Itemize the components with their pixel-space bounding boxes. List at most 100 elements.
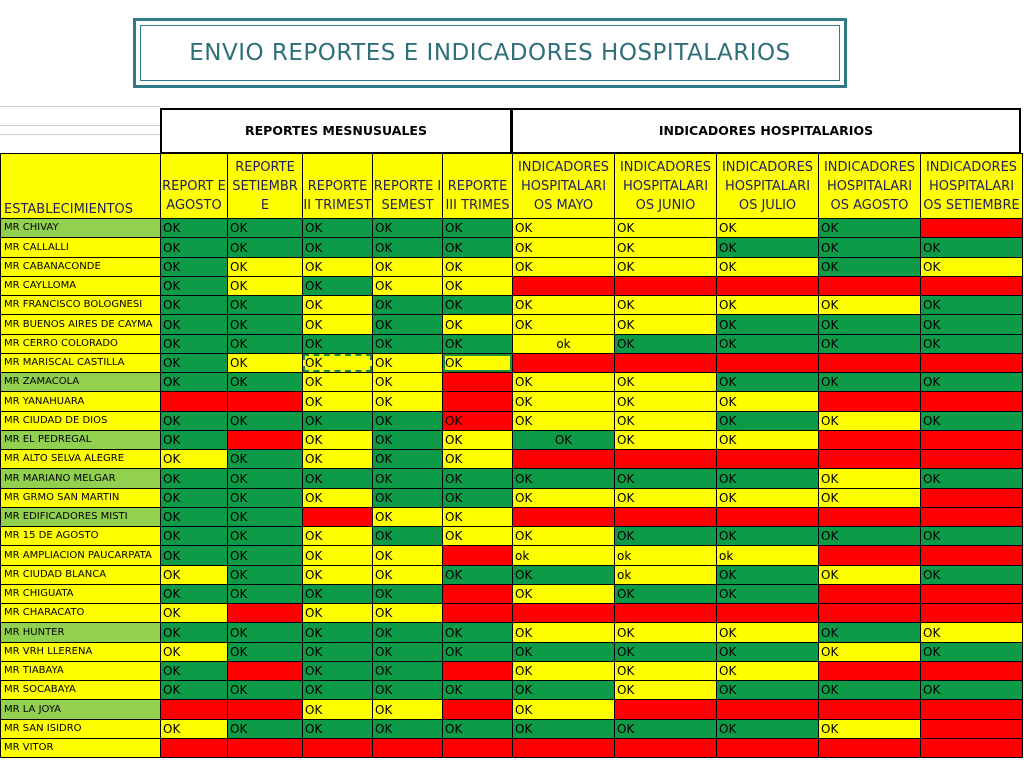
status-cell[interactable]: OK — [160, 334, 228, 354]
status-cell[interactable]: OK — [227, 584, 303, 604]
establishment-name[interactable]: MR GRMO SAN MARTIN — [0, 488, 161, 508]
status-cell[interactable]: OK — [512, 411, 615, 431]
status-cell[interactable]: OK — [442, 680, 513, 700]
status-cell[interactable] — [920, 738, 1023, 758]
status-cell[interactable]: OK — [442, 622, 513, 643]
status-cell[interactable]: OK — [372, 372, 443, 392]
status-cell[interactable] — [818, 738, 921, 758]
status-cell[interactable] — [160, 391, 228, 412]
status-cell[interactable] — [920, 545, 1023, 566]
status-cell[interactable]: OK — [160, 719, 228, 739]
status-cell[interactable] — [442, 699, 513, 720]
status-cell[interactable]: OK — [227, 237, 303, 258]
status-cell[interactable]: OK — [716, 295, 819, 315]
status-cell[interactable]: OK — [442, 430, 513, 450]
status-cell[interactable]: OK — [716, 334, 819, 354]
status-cell[interactable] — [920, 430, 1023, 450]
status-cell[interactable] — [442, 738, 513, 758]
establishment-name[interactable]: MR EL PEDREGAL — [0, 430, 161, 450]
status-cell[interactable]: OK — [512, 719, 615, 739]
status-cell[interactable]: OK — [716, 661, 819, 681]
status-cell[interactable]: OK — [302, 642, 373, 662]
status-cell[interactable]: OK — [227, 507, 303, 527]
status-cell[interactable]: OK — [160, 295, 228, 315]
status-cell[interactable] — [614, 738, 717, 758]
status-cell[interactable]: OK — [614, 622, 717, 643]
status-cell[interactable]: OK — [442, 257, 513, 277]
status-cell[interactable]: OK — [302, 257, 373, 277]
status-cell[interactable]: OK — [302, 449, 373, 469]
status-cell[interactable]: OK — [614, 334, 717, 354]
status-cell[interactable]: OK — [227, 545, 303, 566]
status-cell[interactable]: OK — [920, 257, 1023, 277]
status-cell[interactable]: OK — [512, 565, 615, 585]
status-cell[interactable] — [442, 545, 513, 566]
status-cell[interactable] — [716, 449, 819, 469]
status-cell[interactable]: OK — [160, 642, 228, 662]
status-cell[interactable]: OK — [227, 642, 303, 662]
status-cell[interactable] — [920, 507, 1023, 527]
status-cell[interactable]: OK — [716, 257, 819, 277]
status-cell[interactable]: OK — [614, 526, 717, 546]
status-cell[interactable]: OK — [372, 257, 443, 277]
establishment-name[interactable]: MR CALLALLI — [0, 237, 161, 258]
status-cell[interactable]: OK — [512, 488, 615, 508]
status-cell[interactable]: OK — [818, 468, 921, 489]
status-cell[interactable]: OK — [512, 680, 615, 700]
status-cell[interactable]: OK — [920, 565, 1023, 585]
establishment-name[interactable]: MR CHIVAY — [0, 218, 161, 238]
status-cell[interactable]: OK — [372, 699, 443, 720]
status-cell[interactable]: OK — [512, 430, 615, 450]
status-cell[interactable]: OK — [302, 526, 373, 546]
status-cell[interactable]: OK — [302, 680, 373, 700]
status-cell[interactable]: OK — [227, 680, 303, 700]
status-cell[interactable]: OK — [302, 488, 373, 508]
status-cell[interactable]: OK — [716, 565, 819, 585]
status-cell[interactable] — [920, 699, 1023, 720]
status-cell[interactable]: OK — [372, 449, 443, 469]
status-cell[interactable] — [614, 276, 717, 296]
status-cell[interactable]: OK — [818, 488, 921, 508]
establishment-name[interactable]: MR HUNTER — [0, 622, 161, 643]
establishment-name[interactable]: MR MARISCAL CASTILLA — [0, 353, 161, 373]
status-cell[interactable]: OK — [160, 488, 228, 508]
status-cell[interactable]: OK — [716, 488, 819, 508]
status-cell[interactable]: OK — [716, 584, 819, 604]
status-cell[interactable]: OK — [227, 488, 303, 508]
status-cell[interactable]: OK — [614, 295, 717, 315]
status-cell[interactable]: OK — [818, 680, 921, 700]
status-cell[interactable]: OK — [512, 314, 615, 335]
status-cell[interactable]: OK — [302, 468, 373, 489]
status-cell[interactable] — [442, 391, 513, 412]
status-cell[interactable]: OK — [442, 411, 513, 431]
status-cell[interactable]: OK — [716, 468, 819, 489]
status-cell[interactable] — [920, 719, 1023, 739]
status-cell[interactable]: OK — [372, 584, 443, 604]
status-cell[interactable] — [920, 449, 1023, 469]
establishment-name[interactable]: MR CHIGUATA — [0, 584, 161, 604]
establishment-name[interactable]: MR CERRO COLORADO — [0, 334, 161, 354]
status-cell[interactable] — [227, 430, 303, 450]
status-cell[interactable]: OK — [227, 295, 303, 315]
status-cell[interactable]: OK — [442, 353, 513, 373]
status-cell[interactable]: OK — [302, 411, 373, 431]
status-cell[interactable]: OK — [818, 334, 921, 354]
status-cell[interactable]: OK — [818, 565, 921, 585]
status-cell[interactable]: OK — [818, 622, 921, 643]
status-cell[interactable] — [160, 738, 228, 758]
status-cell[interactable]: OK — [372, 603, 443, 623]
status-cell[interactable]: OK — [227, 449, 303, 469]
status-cell[interactable]: OK — [442, 507, 513, 527]
status-cell[interactable]: OK — [512, 257, 615, 277]
status-cell[interactable]: OK — [160, 218, 228, 238]
status-cell[interactable] — [442, 584, 513, 604]
establishment-name[interactable]: MR YANAHUARA — [0, 391, 161, 412]
status-cell[interactable] — [818, 276, 921, 296]
status-cell[interactable]: OK — [512, 699, 615, 720]
status-cell[interactable]: ok — [614, 565, 717, 585]
status-cell[interactable]: OK — [160, 353, 228, 373]
status-cell[interactable]: OK — [442, 468, 513, 489]
status-cell[interactable]: OK — [227, 257, 303, 277]
status-cell[interactable]: OK — [227, 218, 303, 238]
status-cell[interactable]: OK — [442, 719, 513, 739]
